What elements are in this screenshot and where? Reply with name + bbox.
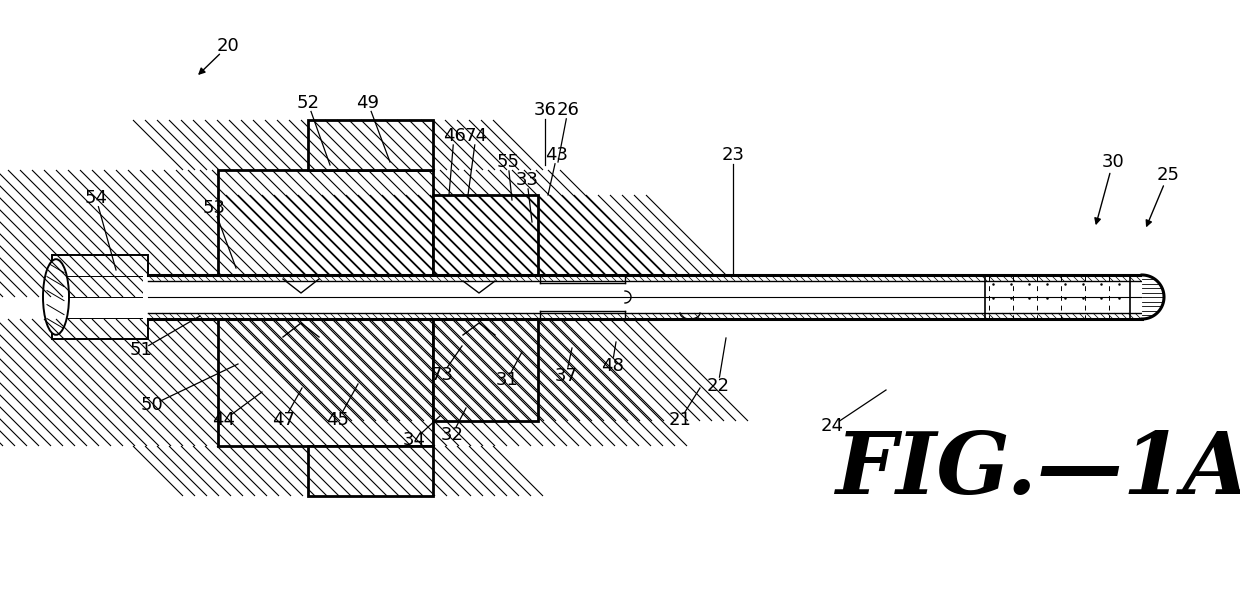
Text: 54: 54	[84, 189, 108, 207]
Text: 22: 22	[707, 377, 729, 395]
Text: 47: 47	[273, 411, 295, 429]
Text: 30: 30	[1101, 153, 1125, 171]
Bar	[218, 319, 433, 446]
Text: 25: 25	[1157, 166, 1179, 184]
Text: 55: 55	[496, 153, 520, 171]
Text: 33: 33	[516, 171, 538, 189]
Text: 45: 45	[326, 411, 350, 429]
Text: 23: 23	[722, 146, 744, 164]
Bar	[52, 255, 148, 339]
Text: 53: 53	[202, 199, 226, 217]
Text: 32: 32	[440, 426, 464, 444]
Bar	[433, 195, 538, 297]
Text: 37: 37	[554, 367, 578, 385]
Bar	[308, 446, 433, 496]
Text: 49: 49	[357, 94, 379, 112]
Text: 26: 26	[557, 101, 579, 119]
Ellipse shape	[43, 259, 69, 335]
Bar	[218, 170, 433, 297]
Text: 44: 44	[212, 411, 236, 429]
Text: 43: 43	[546, 146, 568, 164]
Text: 46: 46	[443, 127, 465, 145]
Bar	[433, 319, 538, 421]
Text: 51: 51	[129, 341, 153, 359]
Text: FIG.—1A: FIG.—1A	[835, 428, 1240, 512]
Text: 20: 20	[217, 37, 239, 55]
Text: 73: 73	[430, 366, 454, 384]
Text: 34: 34	[403, 431, 425, 449]
Text: 74: 74	[465, 127, 487, 145]
Wedge shape	[1142, 274, 1166, 320]
Text: 52: 52	[296, 94, 320, 112]
Text: 36: 36	[533, 101, 557, 119]
Text: 48: 48	[600, 357, 624, 375]
Text: 31: 31	[496, 371, 518, 389]
Bar	[308, 120, 433, 170]
Text: 50: 50	[140, 396, 164, 414]
Bar	[143, 275, 1173, 319]
Text: 24: 24	[821, 417, 843, 435]
Ellipse shape	[43, 259, 69, 335]
Text: 21: 21	[668, 411, 692, 429]
